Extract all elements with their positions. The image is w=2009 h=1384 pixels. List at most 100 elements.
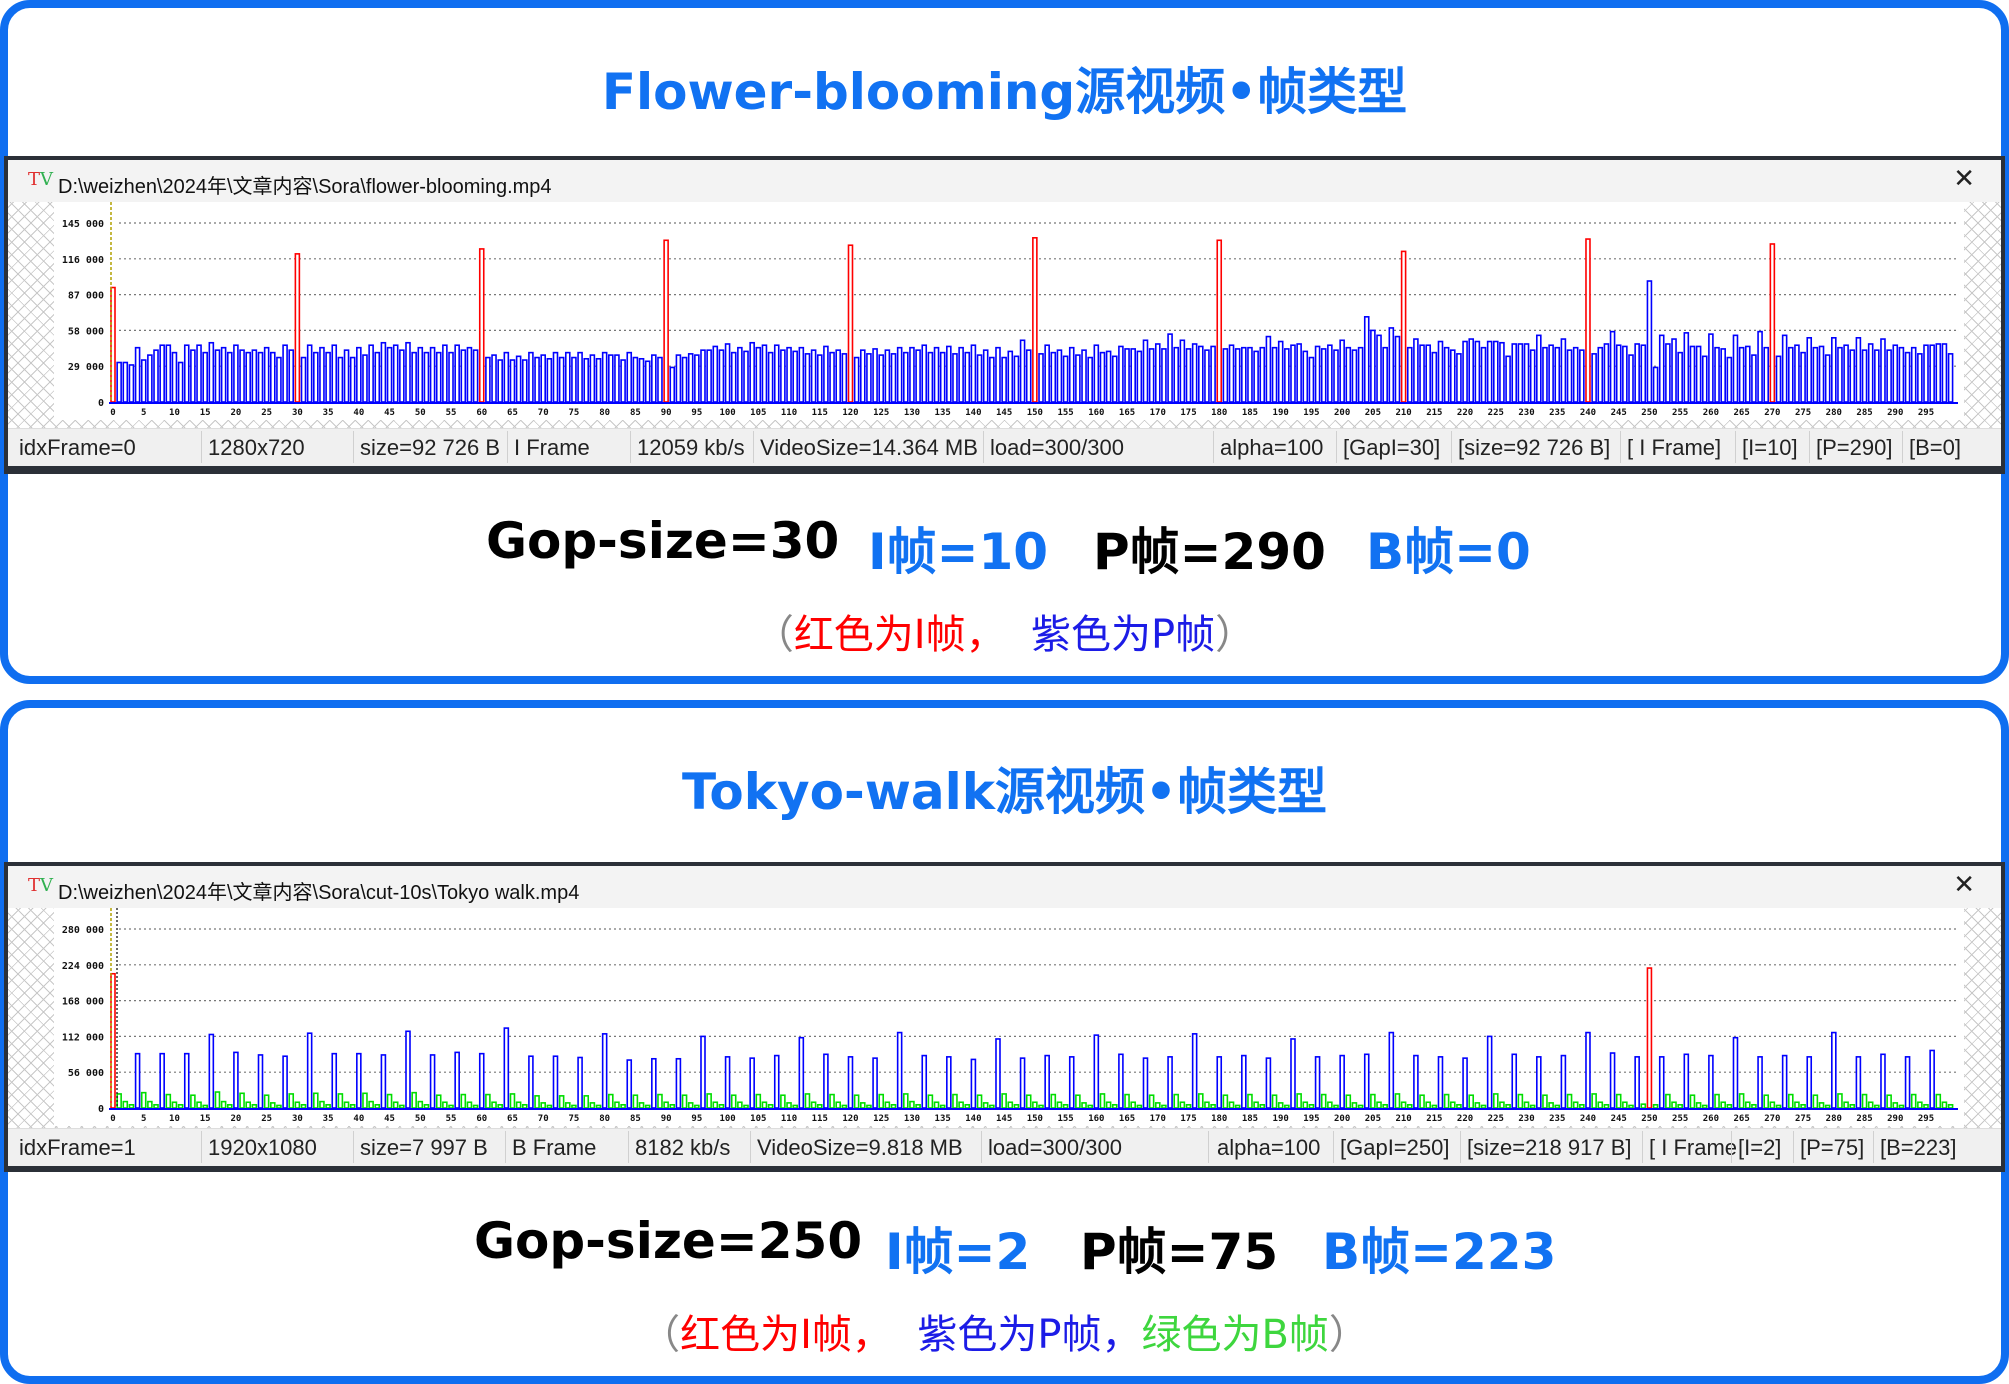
p-frame-bar [853, 356, 860, 403]
b-frame-bar [1763, 1094, 1770, 1109]
i-frame-bar [1032, 237, 1038, 403]
b-frame-bar [804, 1093, 811, 1109]
legend-paren-close: ） [1328, 1312, 1369, 1358]
status-resolution: 1920x1080 [208, 1135, 317, 1160]
b-frame-bar [1622, 1101, 1628, 1109]
b-frame-bar [810, 1101, 817, 1109]
x-tick-label: 30 [292, 408, 303, 418]
p-frame-bar [872, 1057, 878, 1109]
x-tick-label: 20 [230, 1114, 241, 1124]
x-tick-label: 235 [1549, 1114, 1565, 1124]
b-frame-bar [1917, 1101, 1923, 1109]
b-frame-bar [1652, 1104, 1659, 1109]
p-frame-bar [694, 354, 700, 403]
x-tick-label: 95 [691, 1114, 702, 1124]
p-frame-bar [1198, 345, 1204, 403]
p-frame-bar [435, 351, 442, 403]
x-tick-label: 240 [1580, 1114, 1596, 1124]
p-frame-bar [1480, 346, 1487, 403]
legend-paren-open: （ [753, 612, 794, 658]
gop-size: Gop-size=30 [486, 512, 840, 570]
legend-p-frame: 紫色为P帧 [917, 1312, 1102, 1358]
p-frame-bar [1075, 354, 1081, 403]
p-frame-bar [1505, 355, 1511, 403]
x-tick-label: 140 [965, 1114, 981, 1124]
p-frame-bar [718, 349, 725, 403]
file-path: D:\weizhen\2024年\文章内容\Sora\cut-10s\Tokyo… [58, 882, 580, 904]
x-tick-label: 120 [842, 408, 858, 418]
p-frame-bar [300, 356, 307, 403]
p-frame-bar [1271, 346, 1278, 403]
p-frame-bar [1081, 349, 1087, 403]
x-tick-label: 140 [965, 408, 981, 418]
i-frame-bar [847, 244, 854, 403]
p-frame-bar [226, 351, 233, 403]
b-frame-bar [343, 1101, 350, 1109]
p-frame-bar [1247, 346, 1253, 403]
p-frame-bar [251, 349, 258, 403]
p-frame-bar [1579, 349, 1585, 403]
p-frame-bar [1689, 345, 1696, 403]
p-frame-bar [939, 351, 946, 403]
x-tick-label: 90 [661, 1114, 672, 1124]
b-frame-bar [927, 1094, 934, 1109]
p-frame-bar [1855, 1056, 1862, 1109]
b-frame-bar [1923, 1104, 1929, 1109]
p-frame-bar [823, 1053, 829, 1109]
b-frame-bar [1161, 1104, 1167, 1109]
p-frame-bar [651, 1057, 657, 1109]
p-frame-bar [1382, 346, 1388, 403]
p-frame-bar [540, 354, 547, 403]
b-frame-bar [1136, 1104, 1143, 1109]
x-tick-label: 70 [538, 408, 549, 418]
close-icon[interactable]: ✕ [1953, 164, 1975, 194]
p-frame-bar [546, 357, 553, 403]
p-frame-bar [202, 351, 208, 403]
p-frame-bar [1609, 330, 1616, 403]
p-frame-bar [896, 346, 903, 403]
x-tick-label: 5 [141, 408, 146, 418]
b-frame-bar [1449, 1101, 1456, 1109]
b-frame-bar [349, 1104, 356, 1109]
frame-size-chart: 0 56 000 112 000 168 000 224 000 280 000 0 5 10 1… [8, 908, 2001, 1130]
p-frame-bar [1591, 353, 1597, 403]
i-frame-bar [1646, 967, 1653, 1109]
p-frame-bar [1529, 349, 1536, 403]
status-gop-interval: [GapI=30] [1343, 435, 1441, 460]
x-tick-label: 200 [1334, 408, 1350, 418]
status-separator [630, 431, 631, 463]
b-frame-count: B帧=223 [1322, 1223, 1557, 1281]
p-frame-bar [337, 356, 344, 403]
b-frame-bar [1499, 1101, 1505, 1109]
p-frame-bar [288, 349, 295, 403]
status-load: load=300/300 [990, 435, 1124, 460]
b-frame-bar [829, 1093, 835, 1109]
p-frame-bar [282, 344, 288, 403]
p-frame-bar [1413, 1054, 1419, 1109]
p-frame-bar [1296, 343, 1302, 403]
p-frame-bar [1210, 345, 1216, 403]
b-frame-bar [1111, 1104, 1118, 1109]
p-frame-bar [847, 1056, 854, 1109]
b-frame-bar [583, 1095, 590, 1109]
p-frame-bar [442, 344, 448, 403]
status-video-size: VideoSize=9.818 MB [757, 1135, 963, 1160]
status-bitrate: 12059 kb/s [637, 435, 745, 460]
p-frame-bar [1855, 337, 1862, 403]
x-tick-label: 65 [507, 1114, 518, 1124]
p-frame-bar [743, 350, 749, 403]
p-frame-bar [1351, 349, 1358, 403]
b-frame-bar [1284, 1104, 1290, 1109]
close-icon[interactable]: ✕ [1953, 870, 1975, 900]
b-frame-bar [1351, 1102, 1358, 1109]
p-frame-bar [700, 1035, 706, 1109]
b-frame-bar [1247, 1093, 1253, 1109]
b-frame-bar [816, 1104, 823, 1109]
p-frame-bar [995, 346, 1001, 403]
i-frame-bar [663, 239, 669, 403]
b-frame-bar [718, 1104, 725, 1109]
status-separator [1208, 1131, 1209, 1163]
p-frame-bar [306, 1032, 313, 1109]
b-frame-bar [712, 1101, 719, 1109]
status-separator [981, 1131, 982, 1163]
